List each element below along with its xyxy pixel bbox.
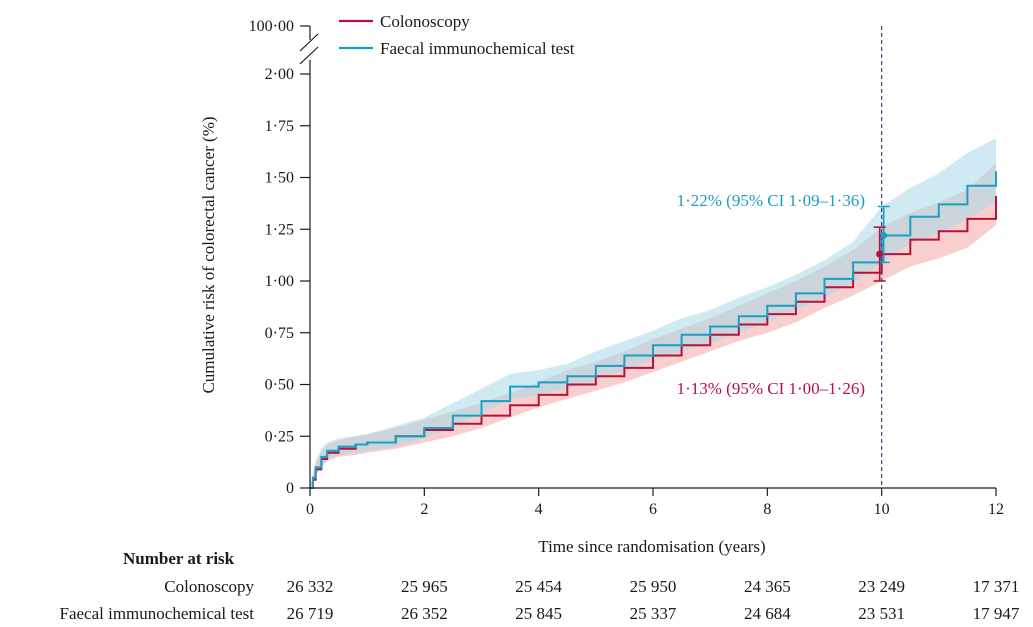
series-line-fit [310,171,997,489]
colonoscopy-annotation: 1·13% (95% CI 1·00–1·26) [677,379,865,398]
risk-value: 26 719 [286,604,334,623]
y-tick-label: 2·00 [265,66,294,83]
risk-value: 23 531 [858,604,906,623]
x-tick-label: 8 [763,501,771,518]
y-tick-label-break: 100·00 [249,18,294,35]
series-lines [310,171,997,489]
risk-row-label: Faecal immunochemical test [59,604,255,623]
error-bars [873,205,890,282]
y-tick-label: 1·25 [265,221,294,238]
x-tick-label: 0 [306,501,314,518]
risk-value: 26 332 [286,577,334,596]
risk-value: 25 965 [400,577,448,596]
estimate-point [876,250,884,258]
legend-label: Colonoscopy [380,12,470,31]
risk-value: 24 365 [743,577,791,596]
axis-break-mark [299,46,319,65]
risk-value: 17 947 [972,604,1020,623]
risk-value: 25 845 [515,604,563,623]
x-tick-label: 10 [874,501,890,518]
y-tick-label: 0 [286,480,294,497]
x-tick-label: 6 [649,501,657,518]
legend-label: Faecal immunochemical test [380,39,575,58]
y-tick-label: 0·50 [265,377,294,394]
estimate-point [880,231,888,239]
risk-value: 23 249 [858,577,906,596]
y-axis-label: Cumulative risk of colorectal cancer (%) [199,116,218,393]
fit-annotation: 1·22% (95% CI 1·09–1·36) [677,191,865,210]
legend: Colonoscopy Faecal immunochemical test [339,12,575,58]
risk-value: 26 352 [400,604,448,623]
y-tick-label: 1·00 [265,273,294,290]
risk-value: 25 950 [629,577,677,596]
x-tick-label: 12 [988,501,1004,518]
risk-value: 25 454 [515,577,563,596]
y-tick-label: 0·25 [265,428,294,445]
axis-break-mark [299,33,319,52]
y-tick-label: 1·75 [265,118,294,135]
x-tick-label: 4 [535,501,543,518]
risk-value: 24 684 [743,604,791,623]
risk-value: 17 371 [972,577,1020,596]
risk-row-label: Colonoscopy [164,577,254,596]
number-at-risk-title: Number at risk [123,549,235,568]
x-tick-label: 2 [420,501,428,518]
risk-value: 25 337 [629,604,677,623]
x-axis-label: Time since randomisation (years) [538,537,765,556]
y-tick-label: 0·75 [265,325,294,342]
axes: 100·00 0 0·25 0·50 0·75 1·00 1·25 1·50 1·75 2·00 0… [249,18,1004,518]
y-tick-label: 1·50 [265,170,294,187]
